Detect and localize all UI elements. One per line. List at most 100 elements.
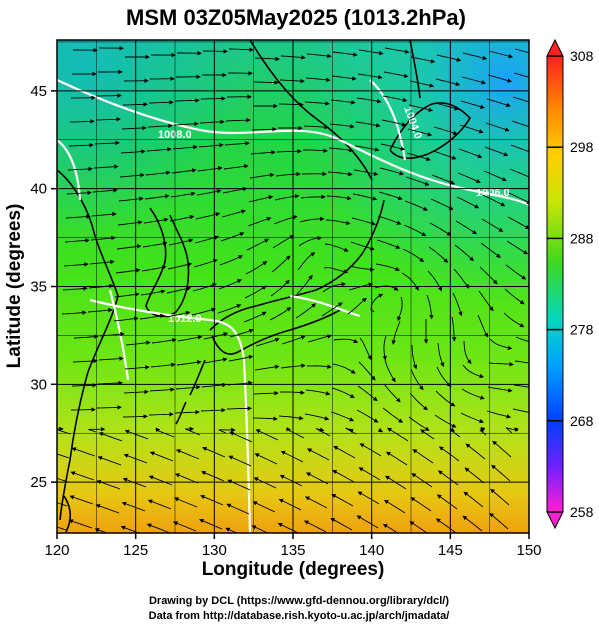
streamline — [245, 261, 268, 275]
streamline — [278, 415, 304, 421]
streamline — [68, 519, 93, 529]
streamline — [382, 335, 387, 361]
streamline — [303, 520, 327, 533]
streamline — [149, 387, 175, 392]
streamline — [249, 172, 275, 179]
streamline — [122, 102, 148, 107]
streamline — [357, 385, 378, 402]
streamline — [199, 119, 225, 125]
streamline — [330, 517, 353, 531]
streamline — [357, 73, 383, 80]
streamline — [492, 440, 512, 458]
streamline — [332, 51, 358, 57]
y-axis-label: Latitude (degrees) — [4, 204, 25, 369]
streamline — [276, 149, 302, 154]
streamline — [514, 48, 529, 54]
streamline — [402, 248, 425, 263]
streamline — [321, 302, 343, 317]
streamline — [436, 54, 462, 62]
streamline — [70, 471, 95, 481]
streamline — [98, 356, 124, 361]
streamline — [148, 475, 173, 486]
streamline — [251, 525, 269, 533]
streamline — [195, 212, 221, 220]
streamline — [304, 413, 330, 421]
streamline — [91, 211, 117, 217]
streamline — [200, 407, 226, 413]
streamline — [223, 164, 249, 170]
streamline — [356, 515, 379, 529]
streamline — [169, 214, 195, 222]
streamline — [93, 164, 119, 169]
streamline — [90, 235, 116, 241]
streamline — [121, 125, 147, 131]
streamline — [69, 119, 95, 124]
streamline — [226, 503, 250, 515]
streamline — [201, 470, 225, 482]
streamline — [384, 47, 410, 54]
colorbar: 308 298 288 278 268 258 — [546, 38, 594, 530]
streamline — [432, 150, 457, 160]
streamline — [503, 312, 525, 328]
streamline — [125, 340, 151, 346]
streamline — [408, 104, 434, 112]
streamline — [147, 123, 173, 129]
streamline — [269, 307, 292, 321]
streamline — [297, 252, 316, 271]
streamline — [174, 473, 199, 484]
streamline — [122, 414, 148, 419]
streamline — [383, 71, 409, 78]
streamline — [173, 121, 199, 127]
streamline — [200, 96, 226, 101]
streamline — [244, 285, 267, 299]
streamline — [57, 502, 68, 507]
colorbar-ticks: 308 298 288 278 268 258 — [547, 48, 594, 520]
x-tick-label: 150 — [516, 542, 541, 559]
streamline — [203, 332, 229, 340]
streamline — [185, 426, 201, 436]
streamline — [513, 384, 529, 388]
streamline — [307, 334, 332, 343]
streamline — [489, 512, 509, 530]
streamline — [63, 262, 89, 267]
streamline — [224, 141, 250, 146]
streamline — [197, 166, 223, 172]
x-tick-label: 120 — [44, 542, 69, 559]
streamline — [377, 427, 383, 433]
streamline — [486, 410, 512, 419]
streamline — [480, 242, 501, 258]
streamline — [191, 307, 217, 316]
streamline — [508, 192, 529, 204]
streamline — [353, 169, 379, 176]
streamline — [330, 411, 355, 422]
streamline — [226, 406, 252, 411]
streamline — [465, 443, 486, 460]
streamline — [168, 238, 194, 246]
streamline — [144, 194, 170, 200]
streamline — [254, 364, 280, 371]
y-axis-ticks: 25 30 35 40 45 — [30, 83, 57, 491]
streamline — [410, 497, 432, 512]
streamline — [397, 296, 403, 322]
streamline — [511, 120, 529, 128]
streamline — [255, 429, 279, 441]
streamline — [274, 194, 300, 201]
streamline — [412, 449, 434, 464]
streamline — [358, 49, 384, 56]
streamline — [331, 387, 355, 398]
streamline — [462, 364, 485, 379]
streamline — [404, 200, 429, 211]
streamline — [460, 100, 485, 109]
streamline — [409, 80, 435, 88]
streamline — [280, 390, 305, 395]
streamline — [331, 75, 357, 81]
streamline — [436, 366, 452, 388]
streamline — [489, 338, 513, 350]
streamline — [355, 121, 381, 128]
streamline — [279, 474, 303, 487]
streamline — [250, 150, 276, 155]
streamline — [72, 358, 98, 364]
streamline — [218, 279, 242, 290]
x-tick-label: 140 — [359, 542, 384, 559]
streamline — [218, 427, 236, 434]
